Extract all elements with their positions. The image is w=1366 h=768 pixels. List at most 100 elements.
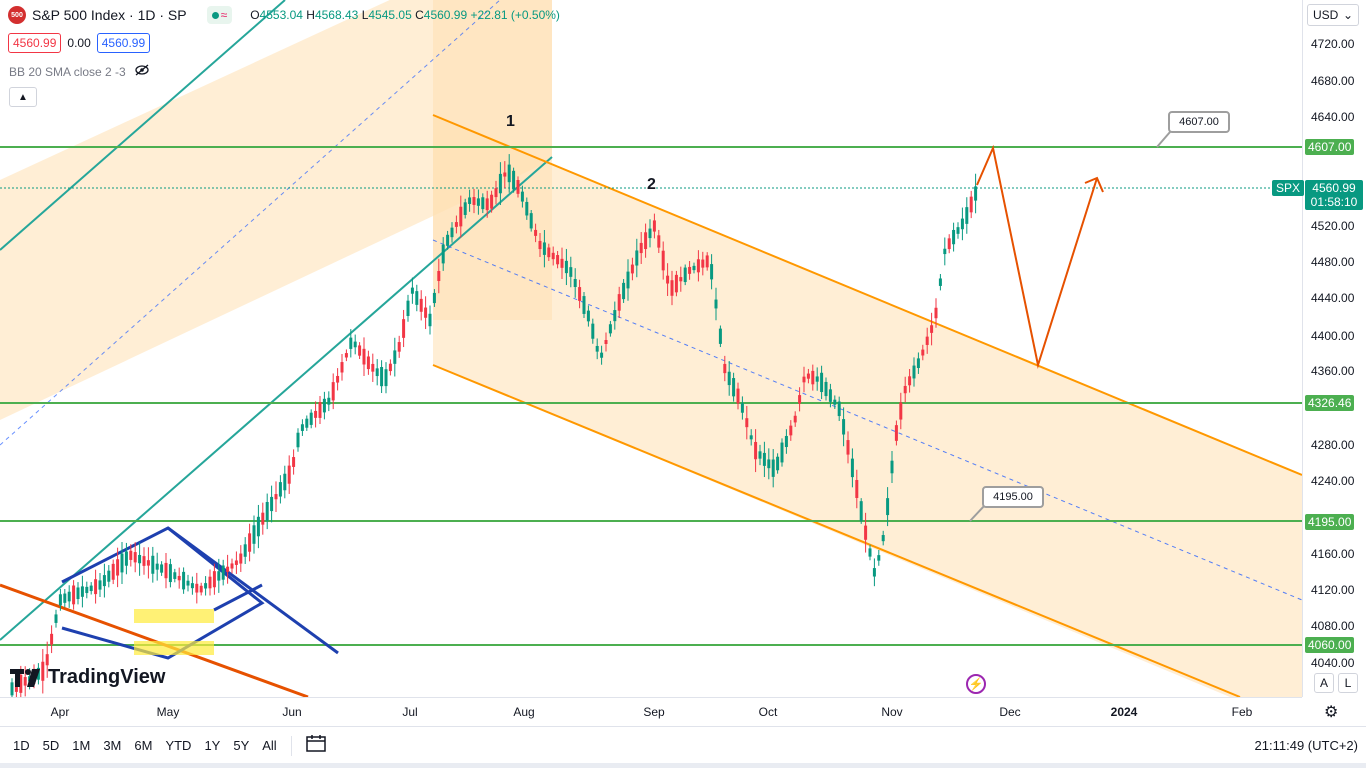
candle-body bbox=[406, 300, 410, 316]
desc-channel-lower bbox=[432, 364, 1241, 697]
candle-body bbox=[762, 452, 766, 466]
chart-canvas[interactable]: 500 S&P 500 Index · 1D · SP ≈ O4553.04 H… bbox=[0, 0, 1302, 697]
clock-timezone[interactable]: 21:11:49 (UTC+2) bbox=[1254, 738, 1358, 753]
status-indicators[interactable]: ≈ bbox=[206, 6, 233, 24]
settings-gear-icon[interactable]: ⚙ bbox=[1324, 704, 1339, 721]
collapse-legend-button[interactable]: ▲ bbox=[9, 87, 37, 107]
period-button-6m[interactable]: 6M bbox=[134, 738, 153, 753]
currency-selector[interactable]: USD ⌄ bbox=[1307, 4, 1359, 26]
period-button-ytd[interactable]: YTD bbox=[165, 738, 192, 753]
candle-body bbox=[371, 363, 375, 372]
candle-body bbox=[309, 412, 313, 425]
toolbar-divider bbox=[290, 735, 292, 756]
projection-path bbox=[976, 144, 1098, 369]
candle-body bbox=[534, 229, 538, 236]
asc-channel-lower bbox=[0, 156, 553, 641]
candle-body bbox=[221, 565, 225, 580]
candle-body bbox=[353, 341, 357, 348]
candle-body bbox=[208, 576, 212, 589]
candle-body bbox=[230, 563, 234, 569]
period-button-all[interactable]: All bbox=[262, 738, 277, 753]
candle-body bbox=[758, 451, 762, 459]
candle-body bbox=[542, 242, 546, 255]
candlestick-series bbox=[10, 154, 978, 697]
candle-body bbox=[912, 365, 916, 379]
price-axis[interactable]: USD ⌄ 4720.00 4680.00 4640.00 4520.00 4480.00… bbox=[1302, 0, 1366, 697]
candle-body bbox=[19, 674, 23, 693]
candle-body bbox=[644, 232, 648, 250]
candle-body bbox=[468, 197, 472, 204]
period-button-3m[interactable]: 3M bbox=[103, 738, 122, 753]
candle-body bbox=[415, 291, 419, 305]
period-button-1y[interactable]: 1Y bbox=[204, 738, 221, 753]
candle-body bbox=[833, 399, 837, 405]
candle-body bbox=[300, 424, 304, 431]
candle-body bbox=[265, 502, 269, 521]
candle-body bbox=[811, 370, 815, 385]
candle-body bbox=[674, 274, 678, 293]
candle-body bbox=[529, 213, 533, 229]
indicator-legend[interactable]: BB 20 SMA close 2 -3 bbox=[9, 64, 150, 79]
candle-body bbox=[793, 415, 797, 423]
candle-body bbox=[705, 255, 709, 268]
sell-price-box[interactable]: 4560.99 bbox=[8, 33, 62, 53]
period-button-1d[interactable]: 1D bbox=[13, 738, 30, 753]
buy-price-box[interactable]: 4560.99 bbox=[96, 33, 151, 53]
level-label-4326: 4326.46 bbox=[1305, 395, 1355, 411]
candle-body bbox=[388, 363, 392, 372]
period-button-5d[interactable]: 5D bbox=[42, 738, 60, 753]
current-price-label: 4560.99 01:58:10 bbox=[1305, 180, 1363, 210]
candle-body bbox=[710, 264, 714, 280]
candle-body bbox=[243, 544, 247, 557]
candle-body bbox=[538, 240, 542, 250]
candle-body bbox=[890, 460, 894, 474]
candle-body bbox=[916, 358, 920, 369]
candle-body bbox=[868, 548, 872, 557]
candle-body bbox=[287, 465, 291, 484]
chart-drawing[interactable] bbox=[0, 0, 1302, 697]
candle-body bbox=[164, 562, 168, 579]
candle-body bbox=[591, 323, 595, 339]
callout-4195[interactable]: 4195.00 bbox=[982, 486, 1044, 508]
candle-body bbox=[490, 194, 494, 209]
time-tick: May bbox=[156, 705, 180, 719]
calendar-range-icon[interactable] bbox=[305, 734, 326, 757]
auto-scale-button[interactable]: A bbox=[1314, 673, 1334, 693]
callout-4607[interactable]: 4607.00 bbox=[1168, 111, 1230, 133]
candle-body bbox=[116, 559, 120, 576]
period-button-5y[interactable]: 5Y bbox=[233, 738, 250, 753]
candle-body bbox=[608, 324, 612, 334]
candle-body bbox=[226, 566, 230, 572]
price-tick: 4520.00 bbox=[1311, 219, 1355, 233]
candle-body bbox=[424, 307, 428, 318]
candle-body bbox=[617, 294, 621, 311]
candle-body bbox=[476, 198, 480, 206]
log-scale-button[interactable]: L bbox=[1338, 673, 1358, 693]
time-tick: Dec bbox=[999, 705, 1021, 719]
candle-body bbox=[802, 376, 806, 383]
candle-body bbox=[600, 352, 604, 358]
candle-body bbox=[573, 278, 577, 288]
lightning-icon[interactable]: ⚡ bbox=[966, 674, 986, 694]
yellow-zone-2 bbox=[134, 641, 214, 655]
tradingview-logo: TradingView bbox=[10, 666, 165, 689]
eye-hidden-icon[interactable] bbox=[134, 64, 150, 79]
indicator-label[interactable]: BB 20 SMA close 2 -3 bbox=[9, 64, 126, 79]
symbol-title[interactable]: S&P 500 Index · 1D · SP bbox=[32, 7, 187, 23]
candle-body bbox=[344, 353, 348, 358]
candle-body bbox=[745, 418, 749, 428]
candle-body bbox=[278, 482, 282, 497]
candle-body bbox=[173, 572, 177, 579]
period-button-1m[interactable]: 1M bbox=[72, 738, 91, 753]
candle-body bbox=[331, 382, 335, 401]
time-axis[interactable]: Apr May Jun Jul Aug Sep Oct Nov Dec 2024 Feb bbox=[0, 697, 1302, 726]
candle-body bbox=[248, 533, 252, 552]
candle-body bbox=[397, 342, 401, 352]
candle-body bbox=[696, 259, 700, 273]
candle-body bbox=[362, 348, 366, 365]
desc-channel-upper bbox=[432, 114, 1302, 476]
candle-body bbox=[503, 172, 507, 177]
candle-body bbox=[947, 238, 951, 250]
candle-body bbox=[72, 585, 76, 605]
candle-body bbox=[551, 252, 555, 260]
